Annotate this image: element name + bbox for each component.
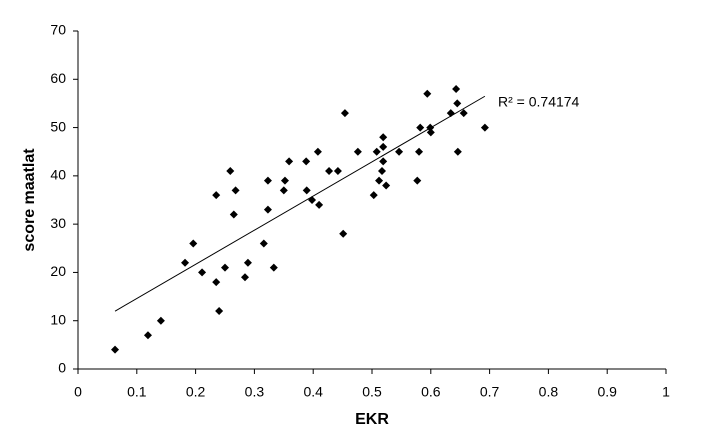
data-point bbox=[280, 176, 289, 185]
x-tick-label: 0.3 bbox=[245, 384, 265, 400]
data-point bbox=[353, 147, 362, 156]
y-tick-label: 50 bbox=[50, 118, 66, 134]
data-point bbox=[308, 196, 317, 204]
x-tick-label: 0.8 bbox=[539, 384, 559, 400]
x-tick-label: 0.1 bbox=[127, 384, 147, 400]
data-point bbox=[189, 239, 198, 248]
x-tick-label: 0.2 bbox=[186, 384, 206, 400]
data-point bbox=[302, 186, 311, 195]
data-point bbox=[226, 167, 235, 176]
x-tick-label: 0.4 bbox=[303, 384, 323, 400]
data-point bbox=[279, 186, 288, 195]
data-point bbox=[382, 181, 391, 190]
data-point bbox=[395, 147, 404, 156]
y-tick-label: 20 bbox=[50, 263, 66, 279]
x-tick-label: 0.9 bbox=[597, 384, 617, 400]
data-point bbox=[423, 89, 432, 98]
data-point bbox=[426, 123, 435, 132]
y-axis-title: score maatlat bbox=[21, 148, 38, 252]
y-tick-label: 30 bbox=[50, 215, 66, 231]
data-point bbox=[229, 210, 238, 219]
y-tick-label: 0 bbox=[58, 360, 66, 376]
data-point bbox=[313, 147, 322, 156]
data-point bbox=[315, 200, 324, 209]
data-point bbox=[198, 268, 207, 277]
data-point bbox=[379, 133, 388, 142]
data-point bbox=[143, 331, 152, 340]
data-point bbox=[375, 176, 384, 185]
y-tick-label: 10 bbox=[50, 311, 66, 327]
data-point bbox=[377, 167, 386, 176]
data-point bbox=[379, 142, 388, 151]
data-point bbox=[181, 258, 190, 267]
data-point bbox=[333, 167, 342, 176]
r-squared-label: R² = 0.74174 bbox=[498, 94, 580, 110]
data-point bbox=[416, 123, 425, 132]
data-point bbox=[212, 278, 221, 287]
data-point bbox=[480, 123, 489, 132]
data-point bbox=[212, 191, 221, 200]
data-point bbox=[231, 186, 240, 195]
x-tick-label: 0.6 bbox=[421, 384, 441, 400]
data-point bbox=[156, 316, 165, 325]
x-tick-label: 0.5 bbox=[362, 384, 382, 400]
data-point bbox=[446, 109, 455, 118]
data-point bbox=[285, 157, 294, 166]
data-point bbox=[243, 258, 252, 267]
data-point bbox=[369, 191, 378, 200]
y-tick-label: 40 bbox=[50, 167, 66, 183]
x-tick-label: 0 bbox=[74, 384, 82, 400]
data-point bbox=[263, 205, 272, 214]
data-point bbox=[215, 307, 224, 316]
data-point bbox=[302, 157, 311, 166]
y-tick-label: 60 bbox=[50, 70, 66, 86]
data-point bbox=[453, 147, 462, 156]
data-point bbox=[259, 239, 268, 248]
trendline bbox=[114, 95, 486, 312]
data-point bbox=[453, 99, 462, 108]
data-point bbox=[111, 345, 120, 354]
data-point bbox=[459, 109, 468, 118]
data-point bbox=[263, 176, 272, 185]
x-tick-label: 0.7 bbox=[480, 384, 500, 400]
y-tick-label: 70 bbox=[50, 22, 66, 38]
x-axis-title: EKR bbox=[355, 411, 389, 428]
data-point bbox=[339, 229, 348, 238]
data-point bbox=[240, 273, 249, 282]
data-point bbox=[379, 157, 388, 166]
data-point bbox=[426, 128, 435, 137]
data-point bbox=[452, 84, 461, 93]
data-point bbox=[413, 176, 422, 185]
x-tick-label: 1 bbox=[662, 384, 670, 400]
data-point bbox=[372, 147, 381, 156]
data-point bbox=[340, 109, 349, 118]
data-point bbox=[415, 147, 424, 156]
data-point bbox=[269, 263, 278, 272]
data-point bbox=[325, 167, 334, 176]
data-point bbox=[221, 263, 229, 272]
